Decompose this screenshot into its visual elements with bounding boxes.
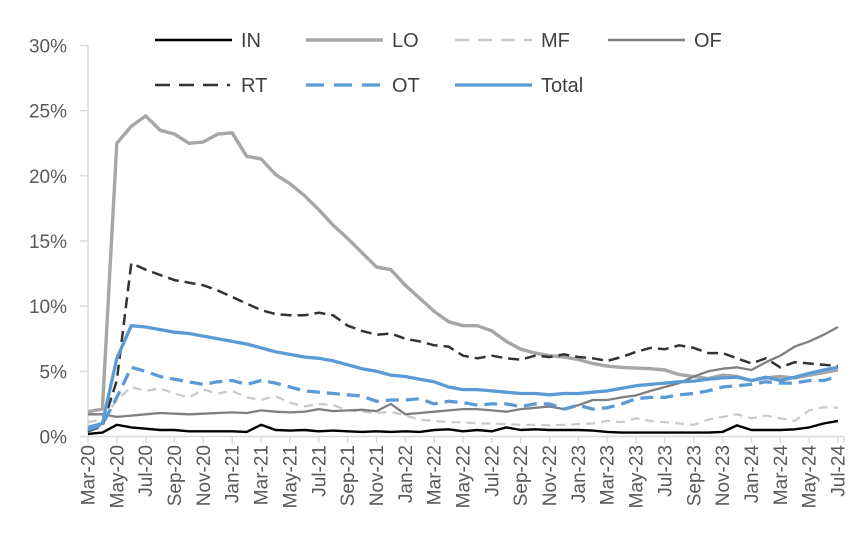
- legend: IN LO MF OF RT OT Total: [155, 30, 722, 97]
- legend-item-in: IN: [155, 30, 261, 52]
- axes: [80, 44, 845, 443]
- x-axis-label: Sep-20: [165, 445, 186, 506]
- x-axis-label: Nov-21: [367, 445, 388, 506]
- x-axis-label: Sep-23: [684, 445, 705, 506]
- x-axis-label: Mar-24: [771, 445, 792, 506]
- legend-label: RT: [241, 75, 267, 97]
- y-axis-label: 15%: [29, 232, 67, 253]
- series-line-mf: [87, 385, 839, 427]
- y-axis-label: 5%: [40, 362, 68, 383]
- series-line-in: [87, 419, 839, 436]
- y-axis-label: 25%: [29, 102, 67, 123]
- legend-label: LO: [392, 30, 419, 52]
- x-axis-label: Jan-24: [742, 445, 763, 504]
- legend-item-of: OF: [608, 30, 722, 52]
- series-line-rt: [87, 261, 839, 433]
- x-axis-label: May-20: [107, 445, 128, 508]
- x-axis-label: Mar-23: [598, 445, 619, 505]
- legend-label: Total: [541, 75, 583, 97]
- x-axis-label: May-23: [627, 445, 648, 508]
- x-axis-label: Jul-24: [829, 445, 850, 497]
- x-axis-label: Nov-20: [194, 445, 215, 506]
- x-axis-label: Nov-23: [713, 445, 734, 506]
- x-axis-label: Jul-20: [136, 445, 157, 497]
- legend-label: OF: [694, 30, 722, 52]
- legend-label: OT: [392, 75, 420, 97]
- legend-item-ot: OT: [306, 75, 420, 97]
- x-axis-label: May-22: [454, 445, 475, 508]
- y-axis-label: 20%: [29, 167, 67, 188]
- x-axis-label: May-21: [280, 445, 301, 508]
- legend-item-rt: RT: [155, 75, 267, 97]
- series-line-of: [88, 325, 839, 419]
- x-axis-label: Sep-21: [338, 445, 359, 506]
- x-axis-label: Jan-23: [569, 445, 590, 503]
- axis-labels: 0% 5% 10% 15% 20% 25% 30% Mar-20 May-20 Jul-20 Sep…: [29, 37, 850, 509]
- x-axis-label: Mar-22: [425, 445, 446, 505]
- legend-label: MF: [541, 30, 570, 52]
- legend-item-lo: LO: [306, 30, 419, 52]
- legend-label: IN: [241, 30, 261, 52]
- y-axis-label: 30%: [29, 37, 67, 58]
- x-axis-label: Jul-21: [309, 445, 330, 497]
- series-lines: [87, 114, 839, 436]
- series-line-total: [87, 324, 839, 429]
- x-axis-label: May-24: [800, 445, 821, 509]
- x-axis-label: Jul-23: [655, 445, 676, 497]
- x-axis-label: Mar-20: [79, 445, 100, 505]
- x-axis-label: Sep-22: [511, 445, 532, 506]
- legend-item-mf: MF: [455, 30, 570, 52]
- x-axis-label: Jul-22: [482, 445, 503, 497]
- x-axis-label: Jan-22: [396, 445, 417, 503]
- x-axis-label: Mar-21: [252, 445, 273, 505]
- x-axis-label: Nov-22: [540, 445, 561, 506]
- legend-item-total: Total: [455, 75, 583, 97]
- x-axis-label: Jan-21: [223, 445, 244, 503]
- series-line-ot: [87, 365, 839, 432]
- y-axis-label: 10%: [29, 297, 67, 318]
- y-axis-label: 0%: [40, 428, 68, 449]
